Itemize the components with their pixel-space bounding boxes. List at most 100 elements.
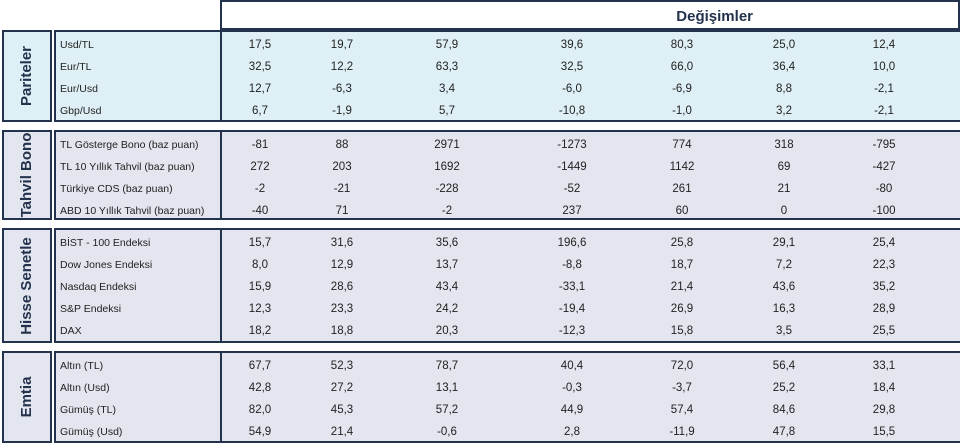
value-cell: 261 xyxy=(672,183,692,195)
table-row: BİST - 100 Endeksi 15,7 31,6 35,6 196,6 25,8 2… xyxy=(56,232,960,254)
value-cell: 32,5 xyxy=(560,61,584,73)
table-row: DAX 18,2 18,8 20,3 -12,3 15,8 3,5 25,5 xyxy=(56,320,960,342)
section-emtia: Emtia Altın (TL) 67,7 52,3 78,7 40,4 72,0 56,4 3… xyxy=(0,351,960,443)
value-cell: 12,7 xyxy=(248,83,272,95)
value-cell: 1142 xyxy=(669,161,695,173)
section-label-text: Pariteler xyxy=(18,45,35,107)
section-tahvil-bono: Tahvil Bono TL Gösterge Bono (baz puan) -8… xyxy=(0,130,960,220)
row-label: BİST - 100 Endeksi xyxy=(60,237,151,249)
value-cell: 12,9 xyxy=(330,259,354,271)
table-row: Gbp/Usd 6,7 -1,9 5,7 -10,8 -1,0 3,2 -2,1 xyxy=(56,100,960,122)
value-cell: 2,8 xyxy=(564,426,580,438)
value-cell: 318 xyxy=(774,139,794,151)
value-cell: 35,2 xyxy=(872,281,896,293)
value-cell: 16,3 xyxy=(772,303,796,315)
value-cell: 3,2 xyxy=(776,105,792,117)
value-cell: 47,8 xyxy=(772,426,796,438)
value-cell: 22,3 xyxy=(872,259,896,271)
value-cell: 67,7 xyxy=(248,360,272,372)
value-cell: 18,8 xyxy=(330,325,354,337)
value-cell: -2 xyxy=(254,183,266,195)
value-cell: 28,9 xyxy=(872,303,896,315)
value-cell: -40 xyxy=(251,205,269,217)
row-label: ABD 10 Yıllık Tahvil (baz puan) xyxy=(60,205,205,217)
value-cell: 40,4 xyxy=(560,360,584,372)
table-row: Altın (Usd) 42,8 27,2 13,1 -0,3 -3,7 25,2 18,4 xyxy=(56,377,960,399)
table-row: Gümüş (Usd) 54,9 21,4 -0,6 2,8 -11,9 47,8 15,5 xyxy=(56,421,960,443)
value-cell: 25,0 xyxy=(772,39,796,51)
value-cell: 45,3 xyxy=(330,404,354,416)
changes-header: Değişimler xyxy=(220,0,960,30)
value-cell: -0,6 xyxy=(437,426,457,438)
value-cell: 25,5 xyxy=(872,325,896,337)
row-label: Eur/Usd xyxy=(60,83,98,95)
section-grid: TL Gösterge Bono (baz puan) -81 88 2971 -127… xyxy=(54,130,960,220)
value-cell: 78,7 xyxy=(435,360,459,372)
value-cell: 12,3 xyxy=(248,303,272,315)
value-cell: 39,6 xyxy=(560,39,584,51)
value-cell: 32,5 xyxy=(248,61,272,73)
value-cell: 31,6 xyxy=(330,237,354,249)
row-label: S&P Endeksi xyxy=(60,303,122,315)
table-row: Nasdaq Endeksi 15,9 28,6 43,4 -33,1 21,4 43,6 3… xyxy=(56,276,960,298)
section-label-pariteler: Pariteler xyxy=(2,30,52,122)
value-cell: 25,8 xyxy=(670,237,694,249)
value-cell: 203 xyxy=(332,161,352,173)
value-cell: -795 xyxy=(872,139,896,151)
value-cell: -1,0 xyxy=(672,105,692,117)
value-cell: 18,4 xyxy=(872,382,896,394)
table-row: TL 10 Yıllık Tahvil (baz puan) 272 203 1692… xyxy=(56,156,960,178)
section-label-text: Tahvil Bono xyxy=(18,132,35,218)
value-cell: 60 xyxy=(675,205,689,217)
value-cell: 82,0 xyxy=(248,404,272,416)
row-label: Altın (Usd) xyxy=(60,382,110,394)
section-grid: Altın (TL) 67,7 52,3 78,7 40,4 72,0 56,4 33,1 Al… xyxy=(54,351,960,443)
value-cell: -52 xyxy=(563,183,581,195)
value-cell: 36,4 xyxy=(772,61,796,73)
value-cell: 29,1 xyxy=(772,237,796,249)
row-label: Nasdaq Endeksi xyxy=(60,281,137,293)
value-cell: 12,2 xyxy=(330,61,354,73)
value-cell: 66,0 xyxy=(670,61,694,73)
row-label: Türkiye CDS (baz puan) xyxy=(60,183,173,195)
row-label: Altın (TL) xyxy=(60,360,104,372)
value-cell: 10,0 xyxy=(872,61,896,73)
section-grid: Usd/TL 17,5 19,7 57,9 39,6 80,3 25,0 12,4 Eur/TL… xyxy=(54,30,960,122)
value-cell: 5,7 xyxy=(439,105,455,117)
value-cell: 0 xyxy=(780,205,788,217)
value-cell: 23,3 xyxy=(330,303,354,315)
value-cell: -6,0 xyxy=(562,83,582,95)
value-cell: 71 xyxy=(335,205,349,217)
section-label-text: Emtia xyxy=(18,376,35,418)
value-cell: 237 xyxy=(562,205,582,217)
value-cell: 19,7 xyxy=(330,39,354,51)
value-cell: 21,4 xyxy=(670,281,694,293)
value-cell: 42,8 xyxy=(248,382,272,394)
value-cell: 24,2 xyxy=(435,303,459,315)
table-row: Gümüş (TL) 82,0 45,3 57,2 44,9 57,4 84,6 29,8 xyxy=(56,399,960,421)
value-cell: 29,8 xyxy=(872,404,896,416)
row-label: Eur/TL xyxy=(60,61,92,73)
value-cell: 21,4 xyxy=(330,426,354,438)
table-row: ABD 10 Yıllık Tahvil (baz puan) -40 71 -2 23… xyxy=(56,200,960,222)
value-cell: 69 xyxy=(777,161,791,173)
value-cell: 3,5 xyxy=(776,325,792,337)
value-cell: 54,9 xyxy=(248,426,272,438)
value-cell: 63,3 xyxy=(435,61,459,73)
value-cell: 7,2 xyxy=(776,259,792,271)
value-cell: 57,4 xyxy=(670,404,694,416)
value-cell: -12,3 xyxy=(558,325,586,337)
value-cell: 13,7 xyxy=(435,259,459,271)
value-cell: 774 xyxy=(672,139,692,151)
row-label: Gümüş (TL) xyxy=(60,404,117,416)
value-cell: 33,1 xyxy=(872,360,896,372)
value-cell: 15,8 xyxy=(670,325,694,337)
table-row: Eur/Usd 12,7 -6,3 3,4 -6,0 -6,9 8,8 -2,1 xyxy=(56,78,960,100)
section-hisse-senetleri: Hisse Senetle BİST - 100 Endeksi 15,7 31,6 3… xyxy=(0,228,960,343)
value-cell: 17,5 xyxy=(248,39,272,51)
table-row: Dow Jones Endeksi 8,0 12,9 13,7 -8,8 18,7 7,2 2… xyxy=(56,254,960,276)
table-row: Eur/TL 32,5 12,2 63,3 32,5 66,0 36,4 10,0 xyxy=(56,56,960,78)
section-label-emtia: Emtia xyxy=(2,351,52,443)
value-cell: 25,2 xyxy=(772,382,796,394)
value-cell: -33,1 xyxy=(558,281,586,293)
